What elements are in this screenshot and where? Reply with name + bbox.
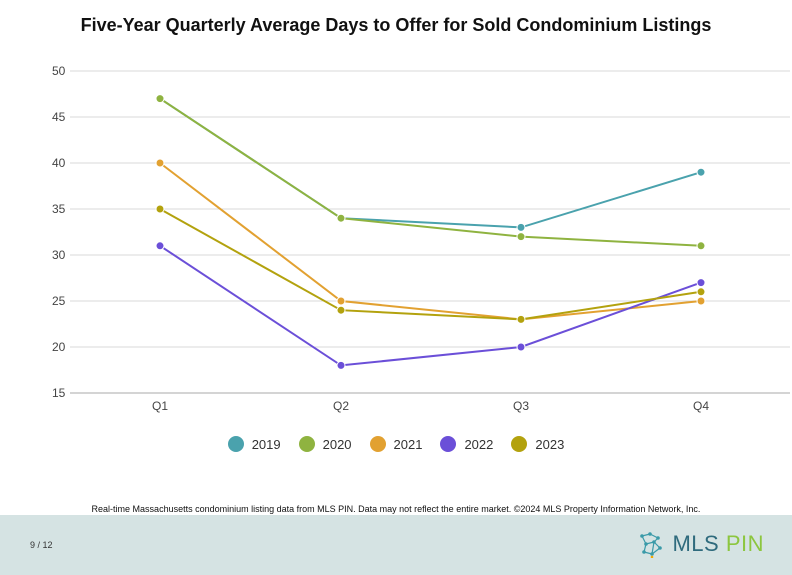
footnote: Real-time Massachusetts condominium list…: [91, 504, 701, 514]
y-tick-label: 30: [52, 248, 66, 262]
legend-swatch: [298, 436, 315, 452]
chart-legend: 2019 2020 2021 2022 2023: [0, 436, 792, 452]
data-point-2020-Q4: [696, 241, 706, 251]
y-tick-label: 45: [52, 110, 66, 124]
x-tick-label: Q4: [693, 399, 709, 413]
y-tick-label: 40: [52, 156, 66, 170]
legend-swatch: [440, 436, 457, 452]
legend-label: 2023: [535, 436, 565, 452]
line-chart: 15 20 25 30 35 40 45 50 Q1 Q2 Q3 Q4: [52, 64, 790, 413]
logo-text-mls: MLS: [672, 531, 726, 556]
legend-label: 2021: [393, 436, 423, 452]
page-number: 9 / 12: [30, 540, 53, 550]
legend-swatch: [511, 436, 528, 452]
legend-swatch: [227, 436, 244, 452]
y-tick-label: 15: [52, 386, 66, 400]
data-point-2021-Q4: [696, 296, 706, 306]
logo-text-pin: PIN: [725, 531, 764, 556]
legend-label: 2020: [322, 436, 352, 452]
x-tick-label: Q1: [152, 399, 168, 413]
data-point-2020-Q3: [516, 232, 526, 242]
y-tick-label: 50: [52, 64, 66, 78]
data-point-2023-Q2: [336, 305, 346, 315]
data-point-2019-Q4: [696, 167, 706, 177]
data-point-2023-Q4: [696, 287, 706, 297]
y-tick-label: 35: [52, 202, 66, 216]
legend-label: 2022: [464, 436, 494, 452]
data-point-2021-Q1: [155, 158, 165, 168]
mls-pin-logo: MLS PIN: [638, 530, 764, 558]
data-point-2021-Q2: [336, 296, 346, 306]
legend-item-2023: 2023: [511, 436, 564, 452]
series-line-2023: [159, 208, 702, 321]
network-logo-icon: [640, 532, 663, 558]
logo-text: MLS PIN: [672, 531, 764, 557]
data-point-2022-Q1: [155, 241, 165, 251]
data-point-2020-Q1: [155, 94, 165, 104]
legend-item-2022: 2022: [440, 436, 493, 452]
data-point-2023-Q3: [516, 314, 526, 324]
data-point-2022-Q4: [696, 278, 706, 288]
legend-item-2019: 2019: [227, 436, 281, 452]
legend-swatch: [369, 436, 386, 452]
data-point-2023-Q1: [155, 204, 165, 214]
legend-item-2021: 2021: [369, 436, 423, 452]
x-tick-label: Q2: [333, 399, 349, 413]
series-line-2021: [159, 162, 702, 321]
footer-band: 9 / 12 MLS PIN: [0, 515, 792, 575]
chart-title: Five-Year Quarterly Average Days to Offe…: [80, 15, 712, 35]
x-tick-label: Q3: [513, 399, 529, 413]
data-point-2019-Q3: [516, 222, 526, 232]
legend-label: 2019: [251, 436, 281, 452]
series-line-2020: [159, 97, 702, 247]
data-point-2022-Q2: [336, 360, 346, 370]
data-point-2022-Q3: [516, 342, 526, 352]
y-tick-label: 20: [52, 340, 66, 354]
legend-item-2020: 2020: [298, 436, 352, 452]
data-point-2020-Q2: [336, 213, 346, 223]
y-tick-label: 25: [52, 294, 66, 308]
series-line-2022: [159, 244, 702, 367]
